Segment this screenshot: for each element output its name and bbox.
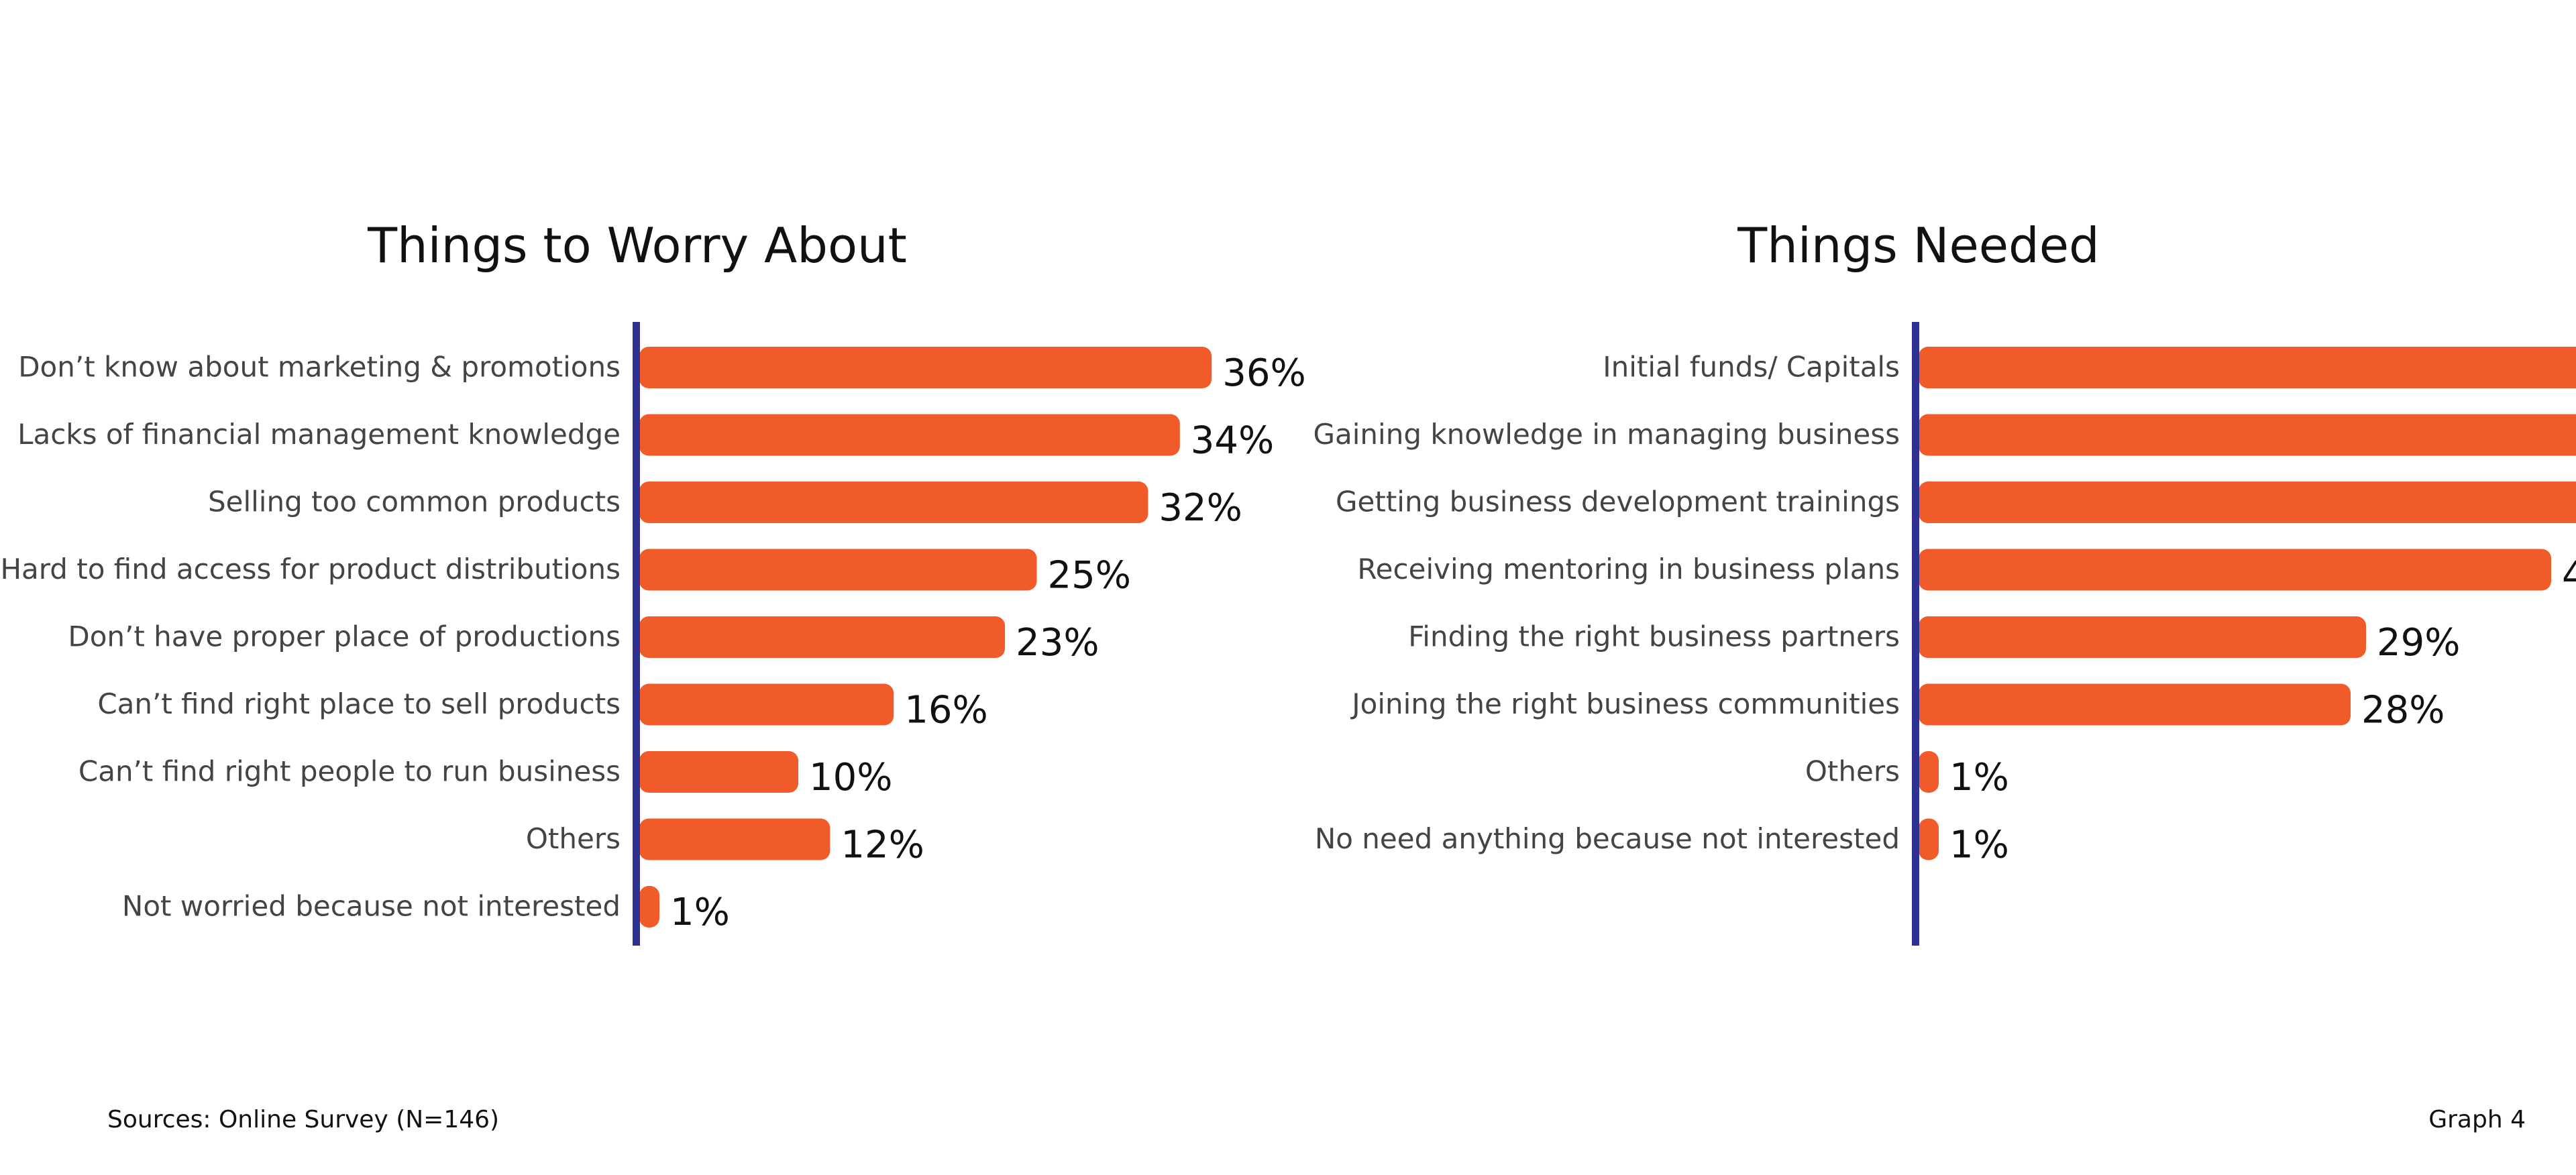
axis-line-needed bbox=[1912, 322, 1919, 946]
bar-needed-5 bbox=[1919, 683, 2351, 726]
bar-worry-1 bbox=[639, 414, 1180, 456]
graph-number: Graph 4 bbox=[2428, 1106, 2526, 1133]
bar-needed-3 bbox=[1919, 549, 2551, 591]
value-label-worry-8: 1% bbox=[670, 891, 730, 934]
value-label-needed-6: 1% bbox=[1949, 756, 2009, 799]
category-label-needed-0: Initial funds/ Capitals bbox=[1603, 351, 1900, 384]
bar-worry-5 bbox=[639, 683, 894, 726]
value-label-worry-0: 36% bbox=[1222, 351, 1305, 395]
bar-worry-4 bbox=[639, 616, 1006, 658]
category-label-worry-1: Lacks of financial management knowledge bbox=[17, 418, 621, 451]
category-label-needed-1: Gaining knowledge in managing business bbox=[1313, 418, 1900, 451]
bar-worry-6 bbox=[639, 751, 798, 793]
category-label-worry-2: Selling too common products bbox=[208, 486, 621, 518]
value-label-needed-4: 29% bbox=[2377, 621, 2460, 665]
value-label-worry-4: 23% bbox=[1016, 621, 1099, 665]
bar-needed-4 bbox=[1919, 616, 2366, 658]
bar-needed-6 bbox=[1919, 751, 1939, 793]
source-note: Sources: Online Survey (N=146) bbox=[107, 1106, 500, 1133]
category-label-worry-8: Not worried because not interested bbox=[122, 890, 621, 923]
value-label-worry-2: 32% bbox=[1159, 486, 1242, 530]
bar-needed-1 bbox=[1919, 414, 2576, 456]
category-label-needed-5: Joining the right business communities bbox=[1350, 687, 1900, 720]
category-label-needed-3: Receiving mentoring in business plans bbox=[1357, 553, 1900, 585]
category-label-needed-4: Finding the right business partners bbox=[1408, 620, 1900, 653]
chart-title-needed: Things Needed bbox=[1737, 217, 2100, 274]
value-label-worry-5: 16% bbox=[904, 689, 987, 732]
value-label-needed-3: 41% bbox=[2562, 554, 2576, 598]
bar-worry-2 bbox=[639, 482, 1148, 523]
category-label-worry-0: Don’t know about marketing & promotions bbox=[18, 351, 621, 384]
bar-needed-0 bbox=[1919, 347, 2576, 388]
chart-title-worry: Things to Worry About bbox=[368, 217, 907, 274]
category-label-worry-4: Don’t have proper place of productions bbox=[68, 620, 621, 653]
value-label-needed-5: 28% bbox=[2361, 689, 2445, 732]
bar-needed-7 bbox=[1919, 818, 1939, 860]
value-label-needed-7: 1% bbox=[1949, 824, 2009, 867]
category-label-needed-6: Others bbox=[1805, 755, 1900, 788]
value-label-worry-3: 25% bbox=[1048, 554, 1131, 598]
bar-worry-3 bbox=[639, 549, 1037, 591]
category-label-needed-7: No need anything because not interested bbox=[1315, 822, 1900, 855]
bar-worry-8 bbox=[639, 886, 659, 928]
category-label-worry-5: Can’t find right place to sell products bbox=[97, 687, 621, 720]
value-label-worry-1: 34% bbox=[1191, 419, 1274, 463]
category-label-worry-3: Hard to find access for product distribu… bbox=[0, 553, 621, 585]
value-label-worry-6: 10% bbox=[809, 756, 892, 799]
category-label-worry-6: Can’t find right people to run business bbox=[78, 755, 621, 788]
axis-line-worry bbox=[633, 322, 640, 946]
category-label-worry-7: Others bbox=[526, 822, 621, 855]
category-label-needed-2: Getting business development trainings bbox=[1336, 486, 1900, 518]
bar-worry-0 bbox=[639, 347, 1212, 388]
value-label-worry-7: 12% bbox=[841, 824, 924, 867]
bar-worry-7 bbox=[639, 818, 830, 860]
bar-needed-2 bbox=[1919, 482, 2576, 523]
